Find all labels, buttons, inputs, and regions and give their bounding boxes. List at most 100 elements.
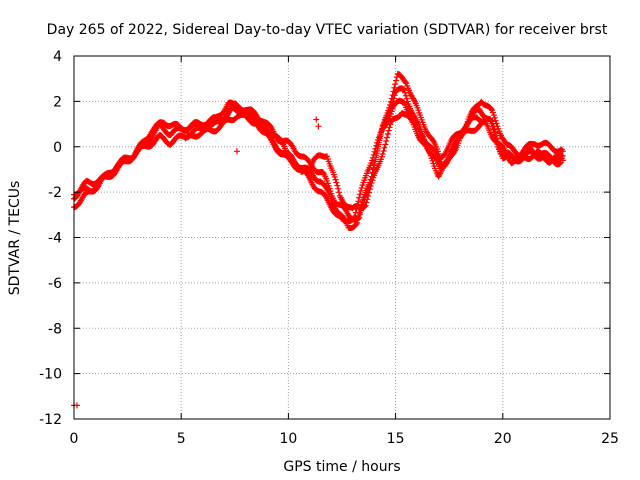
data-point (490, 112, 497, 119)
data-point (392, 81, 399, 88)
y-tick-label: 4 (53, 49, 62, 65)
data-point (384, 134, 391, 141)
data-point (362, 202, 369, 209)
data-point (429, 157, 436, 164)
data-point (335, 185, 342, 192)
data-point (233, 148, 240, 155)
data-point (367, 183, 374, 190)
data-point (357, 191, 364, 198)
data-point (371, 148, 378, 155)
data-point (352, 209, 359, 216)
data-point (370, 151, 377, 158)
data-point (353, 221, 360, 228)
data-point (369, 177, 376, 184)
data-point (356, 214, 363, 221)
data-point (401, 86, 408, 93)
data-point (415, 107, 422, 114)
data-point (261, 125, 268, 132)
data-point (386, 104, 393, 111)
data-point (383, 138, 390, 145)
data-point (130, 155, 137, 162)
data-point (363, 199, 370, 206)
data-point (356, 194, 363, 201)
data-point (335, 189, 342, 196)
y-tick-label: -2 (48, 185, 62, 201)
series-outliers (71, 116, 322, 409)
data-point (358, 184, 365, 191)
data-point (332, 176, 339, 183)
data-point (403, 95, 410, 102)
data-point (385, 107, 392, 114)
data-point (374, 139, 381, 146)
data-point (380, 147, 387, 154)
data-point (368, 180, 375, 187)
data-point (488, 105, 495, 112)
data-point (334, 182, 341, 189)
data-point (375, 136, 382, 143)
data-point (378, 153, 385, 160)
data-point (387, 98, 394, 105)
data-point (313, 116, 320, 123)
y-tick-label: 2 (53, 94, 62, 110)
data-point (366, 189, 373, 196)
x-tick-label: 25 (601, 431, 619, 447)
data-point (351, 214, 358, 221)
y-tick-label: -12 (39, 412, 62, 428)
x-tick-label: 10 (279, 431, 297, 447)
data-point (388, 95, 395, 102)
data-point (391, 84, 398, 91)
data-point (492, 117, 499, 124)
data-point (387, 121, 394, 128)
data-point (386, 124, 393, 131)
data-point (357, 211, 364, 218)
data-point (74, 402, 80, 409)
data-point (355, 198, 362, 205)
data-point (365, 192, 372, 199)
data-point (315, 123, 322, 130)
data-point (559, 152, 566, 159)
x-tick-label: 5 (177, 431, 186, 447)
data-point (372, 145, 379, 152)
x-tick-label: 20 (494, 431, 512, 447)
x-axis-label: GPS time / hours (283, 459, 400, 475)
series-track-3 (71, 97, 566, 225)
data-point (382, 141, 389, 148)
data-points (71, 70, 566, 409)
data-point (385, 127, 392, 134)
data-point (490, 126, 497, 133)
data-point (384, 130, 391, 137)
data-point (331, 173, 338, 180)
data-point (369, 154, 376, 161)
y-tick-label: -10 (39, 367, 62, 383)
series-track-4 (182, 109, 566, 212)
data-point (488, 120, 495, 127)
x-tick-label: 15 (387, 431, 405, 447)
y-tick-label: -8 (48, 321, 62, 337)
data-point (491, 114, 498, 121)
data-point (357, 187, 364, 194)
data-point (323, 153, 330, 160)
data-point (351, 213, 358, 220)
data-point (393, 77, 400, 84)
y-tick-label: 0 (53, 140, 62, 156)
y-axis-label: SDTVAR / TECUs (7, 181, 23, 296)
data-point (333, 179, 340, 186)
data-point (379, 150, 386, 157)
chart-title: Day 265 of 2022, Sidereal Day-to-day VTE… (47, 22, 608, 38)
data-point (389, 92, 396, 99)
data-point (381, 144, 388, 151)
data-point (390, 88, 397, 95)
data-point (402, 92, 409, 99)
data-point (361, 203, 368, 210)
data-point (402, 79, 409, 86)
y-tick-label: -4 (48, 231, 62, 247)
grid-lines (74, 56, 610, 419)
y-tick-label: -6 (48, 276, 62, 292)
data-point (388, 108, 395, 115)
data-point (489, 123, 496, 130)
data-point (288, 142, 295, 149)
data-point (373, 142, 380, 149)
data-point (389, 105, 396, 112)
